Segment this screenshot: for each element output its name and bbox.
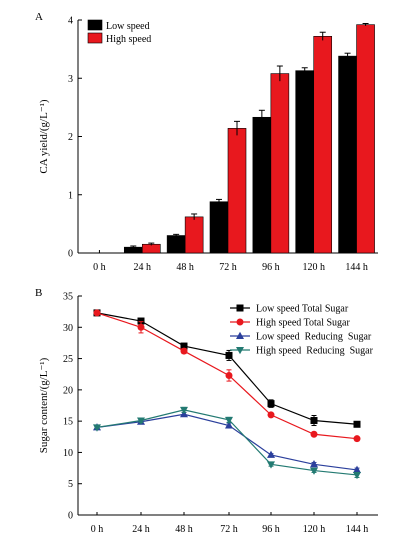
- panel-a-plot-area: 0 1 2 3 4 0 h 24 h 48 h 72 h 96 h 120 h 144 h Low sp…: [68, 16, 378, 273]
- panel-b-x-tick-label: 0 h: [91, 524, 104, 535]
- panel-a-y-tick-label: 4: [68, 16, 73, 27]
- panel-b-point-circle: [310, 430, 318, 438]
- panel-b-point-square: [137, 317, 145, 325]
- panel-b-point-square: [236, 304, 244, 312]
- panel-a-bar-low-speed: [209, 201, 229, 254]
- panel-b-point-circle: [137, 323, 145, 331]
- panel-b-point-triangle-up: [353, 465, 361, 473]
- panel-b-point-triangle-up: [236, 331, 244, 339]
- panel-a-x-tick-label: 72 h: [219, 262, 237, 273]
- panel-a-bar-low-speed: [252, 116, 272, 254]
- panel-b-x-tick-label: 144 h: [346, 524, 369, 535]
- panel-b-y-tick-label: 25: [63, 354, 73, 365]
- panel-b-y-tick-label: 35: [63, 292, 73, 303]
- panel-b-x-tick-label: 24 h: [132, 524, 150, 535]
- panel-b-y-tick-label: 20: [63, 385, 73, 396]
- panel-b-point-square: [267, 400, 275, 408]
- panel-b-x-tick-label: 120 h: [303, 524, 326, 535]
- panel-a-y-tick-label: 0: [68, 249, 73, 260]
- panel-a-x-tick-label: 48 h: [176, 262, 194, 273]
- panel-b-label: B: [35, 287, 42, 299]
- panel-a-label: A: [35, 11, 43, 23]
- panel-b-point-square: [353, 420, 361, 428]
- panel-a-legend-swatch: [87, 32, 103, 44]
- panel-a-x-tick-label: 120 h: [302, 262, 325, 273]
- panel-a-x-tick-label: 24 h: [134, 262, 152, 273]
- panel-b-point-circle: [180, 347, 188, 355]
- panel-a-x-tick-label: 96 h: [262, 262, 280, 273]
- panel-b-point-circle: [267, 411, 275, 419]
- panel-a-bar-high-speed: [227, 128, 247, 254]
- panel-a-bar-high-speed: [270, 73, 290, 254]
- panel-b-point-triangle-down: [267, 461, 275, 469]
- panel-b-legend-label: High speed Reducing Sugar: [256, 346, 374, 357]
- panel-b-point-square: [225, 351, 233, 359]
- panel-b-x-tick-label: 72 h: [220, 524, 238, 535]
- panel-b-point-circle: [353, 435, 361, 443]
- panel-a-y-tick-label: 1: [68, 190, 73, 201]
- panel-a-bar-chart: A CA yield/(g/L⁻¹) 0 1 2 3 4 0 h 24 h 48 h 72 h 9…: [35, 11, 378, 273]
- panel-b-series-3: [93, 406, 361, 480]
- panel-b-legend-label: Low speed Reducing Sugar: [256, 332, 372, 343]
- panel-a-legend-swatch: [87, 19, 103, 31]
- panel-b-point-square: [180, 342, 188, 350]
- panel-b-point-triangle-up: [310, 460, 318, 468]
- panel-a-y-axis-label: CA yield/(g/L⁻¹): [38, 99, 50, 174]
- panel-b-point-triangle-down: [310, 467, 318, 475]
- panel-b-point-square: [310, 417, 318, 425]
- panel-b-x-tick-label: 48 h: [175, 524, 193, 535]
- panel-a-bar-low-speed: [166, 235, 186, 254]
- panel-b-point-circle: [236, 318, 244, 326]
- panel-b-line-chart: B Sugar content/(g/L⁻¹) 0 5 10 15 20 25 30 35 0 …: [35, 287, 378, 535]
- panel-a-x-tick-label: 144 h: [345, 262, 368, 273]
- panel-b-x-tick-label: 96 h: [262, 524, 280, 535]
- panel-a-bar-low-speed: [338, 55, 357, 254]
- panel-a-legend-label: High speed: [106, 34, 151, 45]
- panel-a-bar-high-speed: [356, 24, 375, 254]
- panel-b-y-tick-label: 30: [63, 323, 73, 334]
- panel-b-series-line: [96, 312, 358, 425]
- panel-b-point-triangle-down: [93, 424, 101, 432]
- panel-b-legend-label: High speed Total Sugar: [256, 318, 350, 329]
- panel-b-point-triangle-down: [225, 416, 233, 425]
- panel-b-y-tick-label: 5: [68, 479, 73, 490]
- panel-b-y-tick-label: 0: [68, 511, 73, 522]
- panel-b-point-triangle-down: [353, 471, 361, 480]
- panel-b-y-tick-label: 15: [63, 417, 73, 428]
- panel-b-point-circle: [225, 371, 233, 379]
- panel-b-legend-label: Low speed Total Sugar: [256, 304, 349, 315]
- panel-b-point-triangle-down: [236, 347, 244, 355]
- panel-b-point-triangle-down: [137, 417, 145, 425]
- panel-a-x-tick-label: 0 h: [93, 262, 106, 273]
- panel-b-series-1: [93, 309, 361, 443]
- panel-a-bar-low-speed: [295, 70, 315, 254]
- panel-a-y-tick-label: 3: [68, 74, 73, 85]
- panel-b-point-triangle-up: [267, 450, 275, 458]
- panel-b-y-axis-label: Sugar content/(g/L⁻¹): [38, 357, 50, 453]
- panel-b-point-triangle-up: [225, 421, 233, 429]
- panel-a-bar-high-speed: [313, 36, 333, 254]
- panel-b-y-tick-label: 10: [63, 448, 73, 459]
- panel-b-plot-area: 0 5 10 15 20 25 30 35 0 h 24 h 48 h 72 h 96 h 120 h 14…: [63, 292, 378, 535]
- panel-a-bar-high-speed: [184, 216, 204, 254]
- panel-a-bar-high-speed: [141, 243, 161, 254]
- panel-b-point-circle: [93, 309, 101, 317]
- panel-a-y-tick-label: 2: [68, 132, 73, 143]
- panel-a-legend-label: Low speed: [106, 21, 150, 32]
- panel-b-point-triangle-down: [180, 406, 188, 415]
